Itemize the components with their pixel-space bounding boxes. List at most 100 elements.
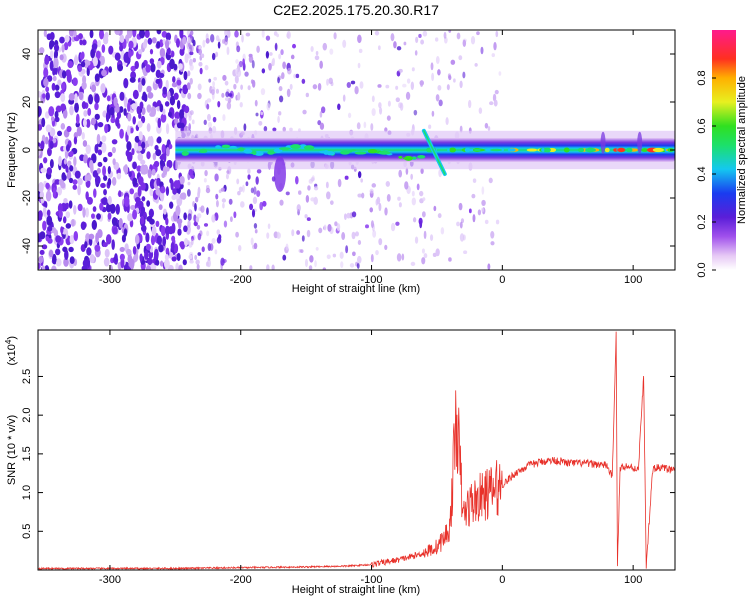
heatmap-noise-cell <box>386 194 391 202</box>
heatmap-noise-cell <box>278 53 282 60</box>
heatmap-noise-cell <box>66 170 72 181</box>
heatmap-noise-cell <box>150 234 156 246</box>
heatmap-noise-cell <box>76 126 82 137</box>
heatmap-noise-cell <box>54 91 61 99</box>
heatmap-noise-cell <box>176 252 181 262</box>
heatmap-noise-cell <box>127 213 133 222</box>
heatmap-noise-cell <box>59 36 65 44</box>
heatmap-noise-cell <box>156 235 163 246</box>
heatmap-noise-cell <box>73 205 77 215</box>
heatmap-noise-cell <box>410 173 413 180</box>
heatmap-noise-cell <box>221 92 225 98</box>
heatmap-noise-cell <box>326 254 331 260</box>
heatmap-noise-cell <box>310 46 314 52</box>
heatmap-noise-cell <box>146 200 151 207</box>
heatmap-noise-cell <box>387 100 391 107</box>
heatmap-noise-cell <box>172 188 177 195</box>
heatmap-noise-cell <box>266 264 270 270</box>
heatmap-noise-cell <box>145 232 150 243</box>
heatmap-noise-cell <box>77 177 83 186</box>
heatmap-noise-cell <box>126 125 131 136</box>
heatmap-noise-cell <box>443 31 447 39</box>
heatmap-noise-cell <box>379 106 383 115</box>
heatmap-noise-cell <box>248 53 253 58</box>
heatmap-noise-cell <box>162 236 167 247</box>
heatmap-noise-cell <box>395 221 400 226</box>
heatmap-noise-cell <box>137 186 142 197</box>
heatmap-noise-cell <box>301 235 305 242</box>
heatmap-noise-cell <box>458 55 463 61</box>
heatmap-noise-cell <box>211 238 216 244</box>
heatmap-noise-cell <box>119 34 125 43</box>
signal-band-hotspot <box>326 151 335 156</box>
heatmap-noise-cell <box>119 246 125 253</box>
heatmap-noise-cell <box>94 143 99 154</box>
heatmap-noise-cell <box>370 220 374 229</box>
heatmap-noise-cell <box>327 224 332 232</box>
heatmap-noise-cell <box>171 222 176 234</box>
heatmap-noise-cell <box>119 106 124 113</box>
heatmap-noise-cell <box>412 217 417 223</box>
heatmap-noise-cell <box>83 154 89 164</box>
heatmap-noise-cell <box>192 57 197 63</box>
heatmap-noise-cell <box>423 253 428 259</box>
heatmap-noise-cell <box>137 81 143 93</box>
heatmap-noise-cell <box>38 181 44 193</box>
heatmap-noise-cell <box>140 115 146 124</box>
heatmap-noise-cell <box>109 203 116 214</box>
heatmap-noise-cell <box>46 209 51 217</box>
heatmap-noise-cell <box>342 94 346 102</box>
heatmap-noise-cell <box>59 54 64 61</box>
heatmap-noise-cell <box>204 170 208 177</box>
heatmap-noise-cell <box>256 190 261 198</box>
heatmap-noise-cell <box>227 30 231 38</box>
heatmap-noise-cell <box>203 223 209 227</box>
heatmap-noise-cell <box>198 48 203 56</box>
heatmap-noise-cell <box>456 221 460 227</box>
heatmap-noise-cell <box>149 218 155 225</box>
signal-band-hotspot <box>254 151 264 156</box>
heatmap-noise-cell <box>88 233 95 240</box>
heatmap-noise-cell <box>207 121 212 129</box>
heatmap-noise-cell <box>431 72 435 82</box>
heatmap-noise-cell <box>319 60 323 69</box>
heatmap-noise-cell <box>123 196 130 207</box>
heatmap-noise-cell <box>478 107 483 114</box>
heatmap-noise-cell <box>79 39 83 46</box>
heatmap-noise-cell <box>278 95 284 103</box>
heatmap-noise-cell <box>247 168 251 174</box>
heatmap-noise-cell <box>345 245 349 254</box>
heatmap-noise-cell <box>146 85 152 93</box>
snr-y-multiplier-close: ) <box>6 336 18 340</box>
signal-band-hotspot <box>411 156 417 160</box>
heatmap-noise-cell <box>184 53 189 64</box>
heatmap-noise-cell <box>187 70 191 77</box>
heatmap-noise-cell <box>151 168 156 176</box>
heatmap-noise-cell <box>202 39 206 48</box>
heatmap-noise-cell <box>189 260 194 264</box>
heatmap-noise-cell <box>206 103 210 110</box>
heatmap-noise-cell <box>192 39 196 47</box>
heatmap-noise-cell <box>215 193 219 200</box>
heatmap-noise-cell <box>147 37 153 45</box>
heatmap-noise-cell <box>82 118 87 127</box>
heatmap-noise-cell <box>132 209 138 220</box>
heatmap-noise-cell <box>168 111 172 118</box>
heatmap-noise-cell <box>38 91 42 98</box>
heatmap-noise-cell <box>206 207 209 216</box>
heatmap-noise-cell <box>166 90 171 101</box>
heatmap-noise-cell <box>360 178 363 183</box>
heatmap-x-tick-label: -200 <box>230 274 252 286</box>
heatmap-noise-cell <box>241 34 244 43</box>
heatmap-noise-cell <box>123 228 128 237</box>
heatmap-noise-cell <box>248 55 254 63</box>
signal-band-hotspot <box>340 150 350 155</box>
heatmap-noise-cell <box>200 205 205 213</box>
heatmap-noise-cell <box>141 196 146 202</box>
heatmap-noise-cell <box>191 119 195 125</box>
heatmap-noise-cell <box>361 192 365 199</box>
heatmap-noise-cell <box>205 187 211 194</box>
heatmap-noise-cell <box>51 265 57 270</box>
heatmap-noise-cell <box>83 110 88 117</box>
heatmap-noise-cell <box>278 111 282 116</box>
